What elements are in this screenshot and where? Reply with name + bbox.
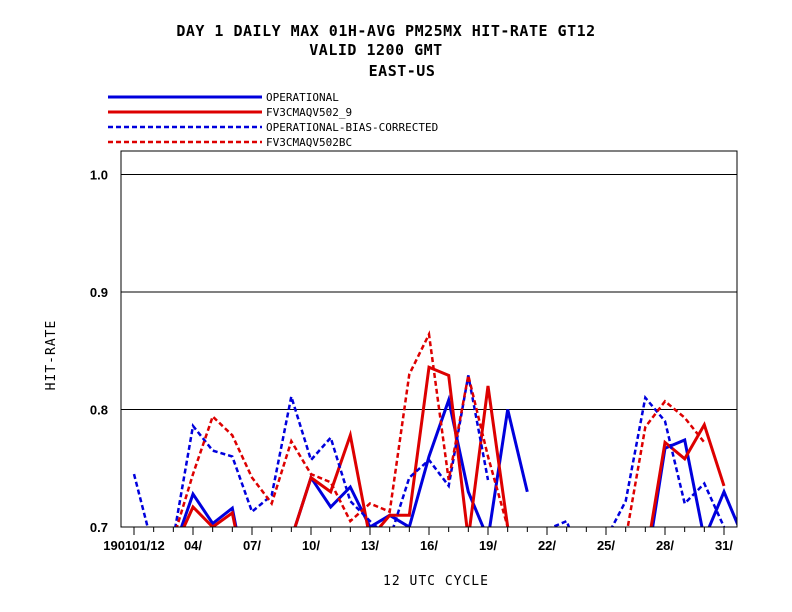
y-tick-label: 1.0 [90, 168, 108, 183]
y-tick-label: 0.8 [90, 403, 108, 418]
chart-title-block: DAY 1 DAILY MAX 01H-AVG PM25MX HIT-RATE … [176, 22, 595, 80]
x-tick-label: 190101/12 [103, 538, 164, 553]
legend-item: OPERATIONAL [108, 91, 339, 104]
series-line [132, 375, 726, 527]
y-tick-label: 0.7 [90, 520, 108, 535]
chart-title-line: VALID 1200 GMT [309, 41, 442, 59]
legend-label: OPERATIONAL [266, 91, 339, 104]
series-segment [132, 375, 490, 527]
plot-frame [120, 150, 738, 528]
x-axis-label: 12 UTC CYCLE [383, 574, 489, 589]
x-tick-label: 13/ [361, 538, 379, 553]
series-line [179, 394, 737, 527]
series-line [175, 330, 706, 527]
legend-item: FV3CMAQV502_9 [108, 106, 352, 119]
gridlines [121, 174, 737, 410]
series-segment [175, 330, 509, 527]
x-tick-label: 19/ [479, 538, 497, 553]
x-tick-label: 28/ [656, 538, 674, 553]
x-tick-label: 25/ [597, 538, 615, 553]
legend-item: OPERATIONAL-BIAS-CORRECTED [108, 121, 438, 134]
chart-title-line: DAY 1 DAILY MAX 01H-AVG PM25MX HIT-RATE … [176, 22, 595, 40]
legend-item: FV3CMAQV502BC [108, 136, 352, 149]
y-tick-label: 0.9 [90, 285, 108, 300]
x-tick-label: 04/ [184, 538, 202, 553]
x-tick-label: 22/ [538, 538, 556, 553]
legend: OPERATIONAL FV3CMAQV502_9 OPERATIONAL-BIAS… [108, 91, 438, 149]
x-tick-label: 07/ [243, 538, 261, 553]
x-tick-label: 31/ [715, 538, 733, 553]
y-axis-label: HIT-RATE [44, 320, 59, 391]
series-segment [179, 394, 529, 527]
series-segment [549, 394, 726, 527]
series-segment [182, 365, 510, 527]
legend-label: FV3CMAQV502_9 [266, 106, 352, 119]
y-axis: 0.7 0.8 0.9 1.0 [90, 168, 108, 536]
series-segment [626, 399, 706, 527]
series-segment [649, 421, 726, 527]
series-segment [651, 437, 737, 527]
legend-label: FV3CMAQV502BC [266, 136, 352, 149]
x-tick-label: 10/ [302, 538, 320, 553]
x-tick-label: 16/ [420, 538, 438, 553]
chart-title-line: EAST-US [369, 62, 436, 80]
series-layer [132, 330, 737, 527]
series-line [182, 365, 726, 527]
legend-label: OPERATIONAL-BIAS-CORRECTED [266, 121, 438, 134]
x-axis: 190101/12 04/07/10/13/16/19/22/25/28/31/ [103, 527, 733, 553]
